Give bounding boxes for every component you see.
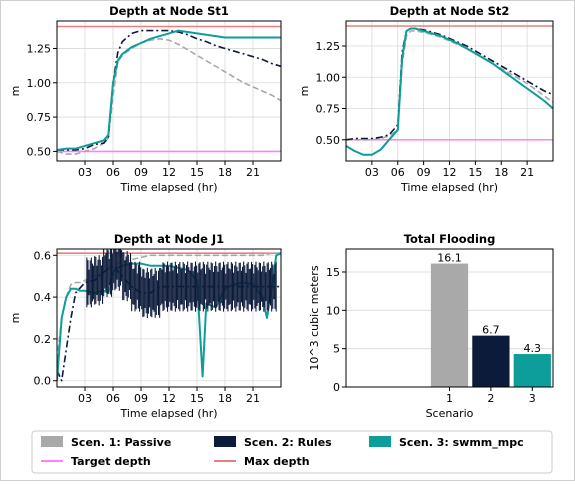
x-tick-label: 18: [218, 392, 232, 405]
x-tick-label: 09: [134, 392, 148, 405]
x-tick-label: 15: [190, 392, 204, 405]
x-tick-label: 03: [365, 166, 379, 179]
chart-title: Depth at Node J1: [114, 232, 224, 246]
chart-title: Depth at Node St2: [390, 4, 510, 18]
series-line-3: [346, 27, 553, 156]
series-line-1: [346, 30, 553, 141]
y-axis-label: 10^3 cubic meters: [308, 265, 321, 370]
y-tick-label: 1.25: [316, 40, 341, 53]
y-tick-label: 0: [333, 381, 340, 394]
x-tick-label: 09: [134, 166, 148, 179]
y-tick-label: 5: [333, 343, 340, 356]
plot-area: [346, 263, 553, 387]
bar-data-label: 6.7: [482, 324, 500, 337]
legend-swatch: [214, 436, 236, 447]
y-axis-label: m: [298, 86, 311, 97]
y-tick-label: 1.00: [316, 71, 341, 84]
chart-title: Depth at Node St1: [109, 4, 229, 18]
y-axis-label: m: [9, 313, 22, 324]
legend-label: Scen. 2: Rules: [244, 436, 332, 449]
y-tick-label: 0.6: [34, 249, 52, 262]
series-line-3: [57, 29, 281, 151]
plot-area: [57, 249, 281, 387]
x-tick-label: 03: [78, 392, 92, 405]
legend-item: Scen. 3: swmm_mpc: [369, 436, 524, 449]
legend-label: Target depth: [71, 455, 151, 468]
x-axis-label: Time elapsed (hr): [119, 181, 217, 194]
y-tick-label: 0.0: [34, 375, 52, 388]
x-axis-label: Time elapsed (hr): [400, 181, 498, 194]
y-tick-label: 0.75: [316, 103, 341, 116]
x-tick-label: 06: [106, 392, 120, 405]
x-tick-label: 15: [190, 166, 204, 179]
x-tick-label: 1: [446, 392, 453, 405]
chart-1: 03 06 09 12 15 18 21 0.50 0.75 1.00 1.25 Depth at N…: [9, 4, 282, 194]
y-tick-label: 0.4: [34, 291, 52, 304]
x-tick-label: 09: [417, 166, 431, 179]
x-tick-label: 18: [218, 166, 232, 179]
chart-title: Total Flooding: [404, 232, 496, 246]
x-tick-label: 21: [246, 392, 260, 405]
x-tick-label: 21: [246, 166, 260, 179]
chart-4: 16.1 6.7 4.3 1 2 3 0 5 10 15 Total Flooding Scenari…: [308, 232, 554, 420]
y-tick-label: 1.00: [27, 77, 52, 90]
series-line-2: [346, 27, 553, 141]
x-tick-label: 21: [520, 166, 534, 179]
bar-data-label: 4.3: [524, 342, 542, 355]
legend-label: Scen. 1: Passive: [71, 436, 171, 449]
bar-1: [430, 263, 469, 387]
x-tick-label: 03: [78, 166, 92, 179]
y-tick-label: 0.50: [27, 145, 52, 158]
x-tick-label: 12: [162, 166, 176, 179]
bar-data-label: 16.1: [437, 252, 462, 265]
y-tick-label: 0.2: [34, 333, 52, 346]
legend: Scen. 1: Passive Scen. 2: Rules Scen. 3: s…: [31, 430, 553, 474]
chart-2: 03 06 09 12 15 18 21 0.50 0.75 1.00 1.25 Depth at N…: [298, 4, 554, 194]
x-tick-label: 12: [443, 166, 457, 179]
chart-3: 03 06 09 12 15 18 21 0.0 0.2 0.4 0.6 Depth at Node …: [9, 232, 282, 420]
series-line-1: [57, 252, 281, 360]
bar-2: [472, 335, 510, 387]
y-tick-label: 15: [326, 266, 340, 279]
legend-item: Scen. 2: Rules: [214, 436, 332, 449]
legend-item: Max depth: [214, 455, 310, 468]
y-tick-label: 0.75: [27, 111, 52, 124]
y-axis-label: m: [9, 86, 22, 97]
x-tick-label: 2: [487, 392, 494, 405]
x-tick-label: 06: [106, 166, 120, 179]
y-tick-label: 10: [326, 304, 340, 317]
plot-area: [346, 21, 553, 161]
legend-label: Scen. 3: swmm_mpc: [399, 436, 524, 449]
plot-area: [57, 21, 281, 161]
legend-item: Target depth: [41, 455, 151, 468]
y-tick-label: 0.50: [316, 134, 341, 147]
series-line-2: [57, 29, 281, 151]
x-axis-label: Scenario: [426, 407, 474, 420]
x-tick-label: 18: [494, 166, 508, 179]
legend-frame: [31, 430, 553, 474]
x-axis-label: Time elapsed (hr): [119, 407, 217, 420]
legend-label: Max depth: [244, 455, 310, 468]
legend-item: Scen. 1: Passive: [41, 436, 171, 449]
x-tick-label: 15: [468, 166, 482, 179]
x-tick-label: 06: [391, 166, 405, 179]
legend-swatch: [41, 436, 63, 447]
series-line-1: [57, 37, 281, 155]
bar-3: [513, 354, 551, 387]
x-tick-label: 3: [529, 392, 536, 405]
x-tick-label: 12: [162, 392, 176, 405]
y-tick-label: 1.25: [27, 42, 52, 55]
legend-swatch: [369, 436, 391, 447]
